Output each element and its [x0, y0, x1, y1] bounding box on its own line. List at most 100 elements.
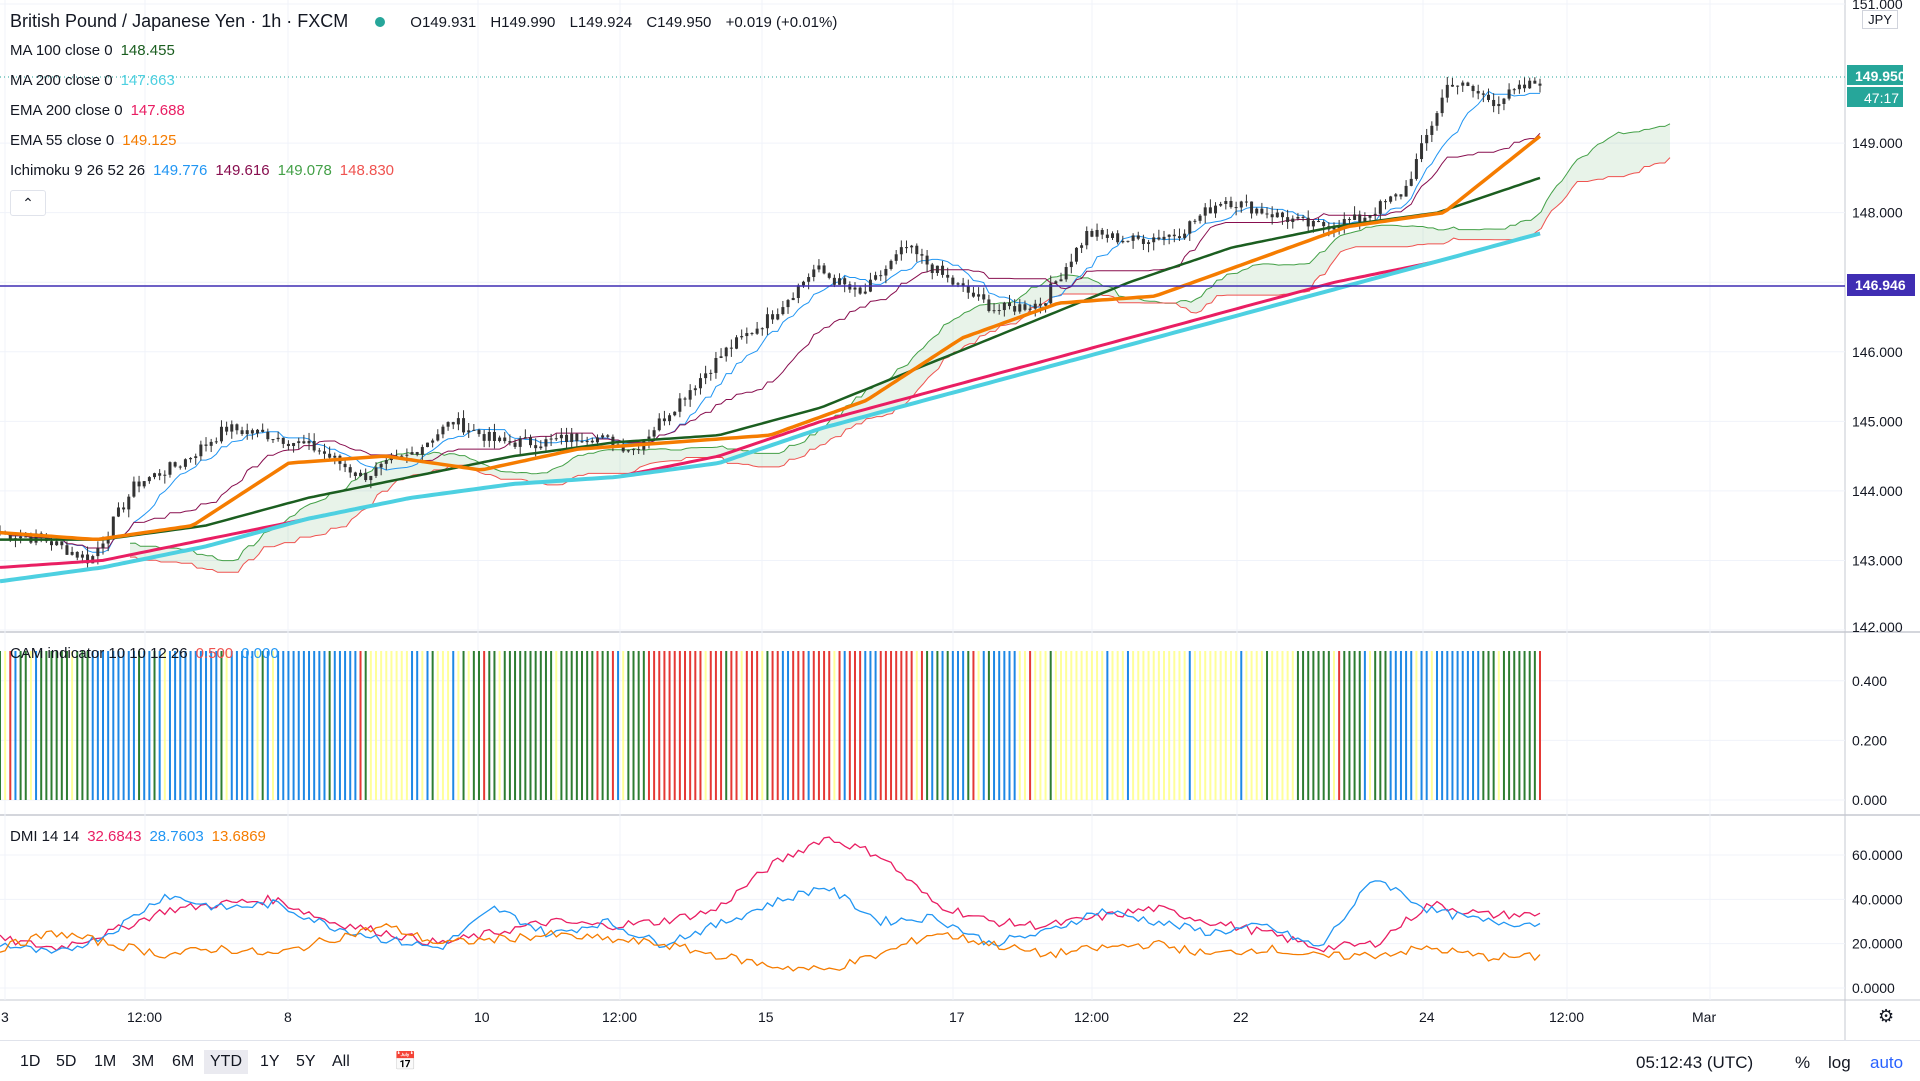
candle-body	[127, 496, 131, 510]
indicator-legend-3-label: EMA 55 close 0	[10, 132, 115, 149]
candle-body	[400, 455, 404, 457]
candle-body	[503, 437, 507, 442]
dmi-legend[interactable]: DMI 14 14 32.6843 28.7603 13.6869	[10, 828, 266, 846]
candle-body	[137, 481, 141, 487]
candle-body	[930, 264, 934, 273]
dmi-legend-value: 28.7603	[149, 828, 204, 845]
indicator-legend-0[interactable]: MA 100 close 0 148.455	[10, 42, 175, 60]
candle-body	[189, 457, 193, 460]
change-value: +0.019 (+0.01%)	[725, 14, 838, 31]
candle-body	[961, 283, 965, 287]
candle-body	[1105, 234, 1109, 238]
timeframe-5d[interactable]: 5D	[56, 1053, 77, 1070]
candle-body	[199, 444, 203, 457]
candle-body	[50, 541, 54, 546]
price-tick-label: 144.000	[1852, 483, 1903, 499]
time-tick-label: 22	[1233, 1009, 1249, 1025]
candle-body	[235, 424, 239, 431]
candle-body	[132, 481, 136, 497]
candle-body	[632, 449, 636, 451]
log-toggle[interactable]: log	[1828, 1053, 1851, 1072]
candle-body	[559, 434, 563, 439]
candle-body	[1100, 229, 1104, 235]
candle-body	[65, 545, 69, 555]
candle-body	[1378, 201, 1382, 214]
interval[interactable]: 1h	[261, 11, 282, 31]
candle-body	[544, 439, 548, 447]
indicator-legend-3[interactable]: EMA 55 close 0 149.125	[10, 132, 176, 150]
last-price-badge	[1847, 65, 1903, 85]
candle-body	[817, 265, 821, 270]
candle-body	[1471, 85, 1475, 92]
candle-body	[122, 507, 126, 510]
price-tick-label: 149.000	[1852, 135, 1903, 151]
candle-body	[843, 278, 847, 285]
cam-legend[interactable]: CAM indicator 10 10 12 26 0.500 0.000	[10, 645, 279, 663]
candle-body	[1141, 238, 1145, 244]
candle-body	[1193, 220, 1197, 222]
candle-body	[1435, 113, 1439, 126]
candle-body	[1044, 303, 1048, 306]
candle-body	[1301, 216, 1305, 218]
indicator-legend-2[interactable]: EMA 200 close 0 147.688	[10, 102, 185, 120]
candle-body	[977, 294, 981, 297]
candle-body	[1121, 240, 1125, 243]
time-tick-label: 15	[758, 1009, 774, 1025]
indicator-legend-4[interactable]: Ichimoku 9 26 52 26 149.776 149.616 149.078…	[10, 162, 394, 180]
utc-clock[interactable]: 05:12:43 (UTC)	[1636, 1053, 1754, 1072]
timeframe-ytd[interactable]: YTD	[204, 1050, 248, 1074]
dmi-legend-label: DMI 14 14	[10, 828, 80, 845]
timeframe-all[interactable]: All	[332, 1053, 350, 1070]
market-status-icon	[375, 16, 386, 27]
percent-toggle[interactable]: %	[1795, 1053, 1811, 1072]
timeframe-1y[interactable]: 1Y	[260, 1053, 280, 1070]
candle-body	[204, 444, 208, 446]
candle-body	[153, 473, 157, 478]
price-tick-label: 145.000	[1852, 413, 1903, 429]
timeframe-6m[interactable]: 6M	[172, 1053, 195, 1070]
hline-price-badge	[1847, 274, 1915, 296]
candle-body	[1111, 233, 1115, 238]
candle-body	[276, 437, 280, 440]
candle-body	[1239, 201, 1243, 208]
candle-body	[626, 450, 630, 452]
candle-body	[425, 442, 429, 448]
timeframe-1m[interactable]: 1M	[94, 1053, 117, 1070]
symbol-header[interactable]: British Pound / Japanese Yen · 1h · FXCM…	[10, 11, 847, 32]
candle-body	[266, 431, 270, 440]
candle-body	[894, 254, 898, 261]
candle-body	[652, 430, 656, 437]
countdown-badge	[1847, 87, 1903, 107]
timeframe-1d[interactable]: 1D	[20, 1053, 41, 1070]
candle-body	[492, 431, 496, 442]
candle-body	[673, 411, 677, 416]
candle-body	[1322, 222, 1326, 227]
candle-body	[410, 452, 414, 455]
candle-body	[1481, 93, 1485, 95]
indicator-legend-1[interactable]: MA 200 close 0 147.663	[10, 72, 175, 90]
candle-body	[585, 440, 589, 443]
candle-body	[451, 422, 455, 425]
collapse-legend-button[interactable]: ⌃	[10, 190, 46, 216]
candle-body	[1013, 306, 1017, 312]
candle-body	[292, 443, 296, 447]
candle-body	[889, 260, 893, 269]
candle-body	[1131, 235, 1135, 241]
candle-body	[482, 434, 486, 441]
symbol-name[interactable]: British Pound / Japanese Yen	[10, 11, 246, 31]
timeframe-3m[interactable]: 3M	[132, 1053, 155, 1070]
candle-body	[621, 444, 625, 452]
currency-badge[interactable]: JPY	[1862, 10, 1898, 29]
candle-body	[111, 516, 115, 537]
dmi-tick-label: 20.0000	[1852, 936, 1903, 952]
timeframe-5y[interactable]: 5Y	[296, 1053, 316, 1070]
adx-line	[0, 923, 1541, 972]
candle-body	[487, 431, 491, 441]
candle-body	[765, 314, 769, 329]
candle-body	[1368, 214, 1372, 218]
candle-body	[1007, 302, 1011, 307]
candle-body	[359, 472, 363, 476]
go-to-date-icon[interactable]: 📅	[394, 1051, 417, 1071]
auto-toggle[interactable]: auto	[1870, 1053, 1904, 1072]
